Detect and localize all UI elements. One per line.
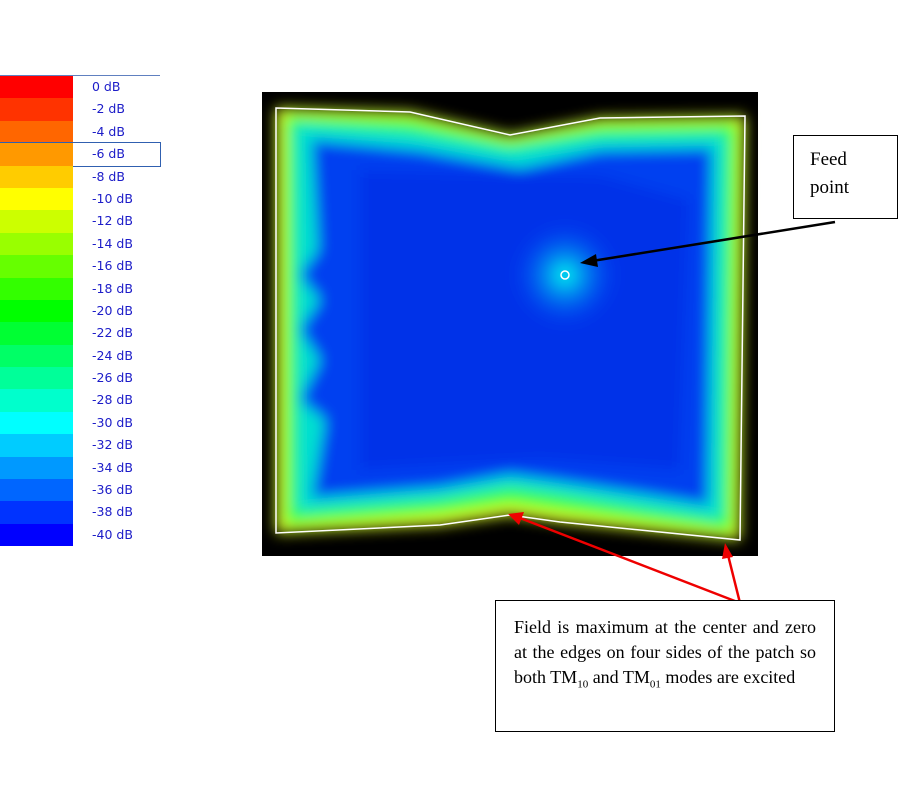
legend-label: -10 dB <box>92 190 133 206</box>
arrowhead <box>508 512 524 525</box>
legend-swatch <box>0 255 73 278</box>
legend-row: -40 dB <box>0 523 160 547</box>
patch-outline <box>275 107 746 541</box>
legend-row: -4 dB <box>0 120 160 144</box>
legend-label: -4 dB <box>92 123 125 139</box>
legend-label: 0 dB <box>92 79 121 94</box>
legend-label: -20 dB <box>92 302 133 318</box>
legend-row: -26 dB <box>0 367 160 390</box>
legend-swatch <box>0 456 73 480</box>
callout-line: point <box>810 177 850 198</box>
legend-swatch <box>0 120 73 144</box>
note-callout: Field is maximum at the center and zero … <box>495 600 835 732</box>
arrow <box>591 220 836 263</box>
legend-row: 0 dB <box>0 75 160 99</box>
legend-label: -6 dB <box>92 146 125 162</box>
legend-swatch <box>0 187 73 211</box>
legend-swatch <box>0 322 73 345</box>
legend-label: -8 dB <box>92 168 125 184</box>
legend-swatch <box>0 434 73 457</box>
legend-row: -20 dB <box>0 299 160 323</box>
arrow <box>726 554 742 604</box>
legend-label: -40 dB <box>92 526 133 542</box>
legend-row: -6 dB <box>0 142 161 167</box>
legend-row: -2 dB <box>0 98 160 121</box>
legend-row: -36 dB <box>0 479 160 502</box>
legend-label: -28 dB <box>92 392 133 408</box>
legend-swatch <box>0 389 73 412</box>
legend-row: -38 dB <box>0 501 160 524</box>
note-text: modes are excited <box>660 667 796 687</box>
legend-label: -22 dB <box>92 325 133 341</box>
legend-swatch <box>0 367 73 390</box>
legend-row: -12 dB <box>0 210 160 233</box>
legend-swatch <box>0 523 73 547</box>
legend-label: -26 dB <box>92 370 133 386</box>
legend-swatch <box>0 165 73 188</box>
legend-label: -30 dB <box>92 414 133 430</box>
legend-row: -18 dB <box>0 277 160 300</box>
legend-swatch <box>0 277 73 300</box>
subscript: 10 <box>577 678 589 691</box>
legend-swatch <box>0 98 73 121</box>
legend-row: -22 dB <box>0 322 160 345</box>
legend-row: -10 dB <box>0 187 160 211</box>
subscript: 01 <box>649 678 661 691</box>
arrowhead <box>580 254 598 267</box>
legend-row: -16 dB <box>0 255 160 278</box>
arrow <box>519 516 741 605</box>
legend-row: -24 dB <box>0 344 160 368</box>
legend-row: -8 dB <box>0 165 160 188</box>
legend-swatch <box>0 299 73 323</box>
legend-swatch <box>0 143 73 166</box>
field-map <box>276 108 745 540</box>
legend-row: -28 dB <box>0 389 160 412</box>
legend-swatch <box>0 210 73 233</box>
legend-label: -24 dB <box>92 347 133 363</box>
feed-callout: Feed point <box>793 135 898 219</box>
legend-row: -34 dB <box>0 456 160 480</box>
note-text: and TM <box>588 667 650 687</box>
legend-label: -12 dB <box>92 213 133 229</box>
feed-marker <box>560 270 570 280</box>
legend-label: -2 dB <box>92 101 125 117</box>
legend-row: -14 dB <box>0 232 160 256</box>
legend-label: -18 dB <box>92 280 133 296</box>
legend-row: -32 dB <box>0 434 160 457</box>
legend-label: -34 dB <box>92 459 133 475</box>
legend-swatch <box>0 479 73 502</box>
legend-label: -36 dB <box>92 482 133 498</box>
legend-label: -38 dB <box>92 504 133 520</box>
legend-row: -30 dB <box>0 411 160 435</box>
arrowhead <box>722 543 733 559</box>
legend-swatch <box>0 411 73 435</box>
legend-label: -14 dB <box>92 235 133 251</box>
color-legend: 0 dB -2 dB -4 dB -6 dB -8 dB -10 dB -12 dB -14 … <box>0 75 161 547</box>
note-text: Field is maximum at the center and zero … <box>514 617 816 687</box>
legend-label: -32 dB <box>92 437 133 453</box>
legend-swatch <box>0 232 73 256</box>
legend-swatch <box>0 344 73 368</box>
legend-swatch <box>0 76 73 99</box>
legend-label: -16 dB <box>92 258 133 274</box>
callout-line: Feed <box>810 149 847 170</box>
legend-swatch <box>0 501 73 524</box>
